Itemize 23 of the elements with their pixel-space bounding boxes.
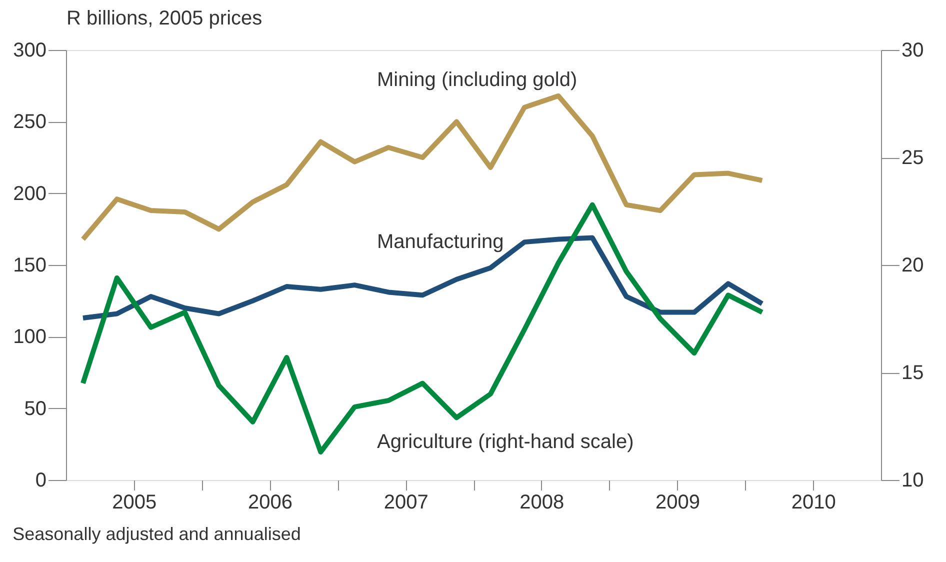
y2-tick-label: 10 <box>902 470 924 492</box>
y2-tick-label: 20 <box>902 254 924 276</box>
y-tick-label: 200 <box>13 182 46 205</box>
y-tick-label: 250 <box>13 111 46 134</box>
y-tick-label: 100 <box>13 326 46 348</box>
text: Seasonally adjusted and annualised <box>12 524 301 544</box>
y2-tick-label: 15 <box>902 362 924 384</box>
series-label: Agriculture (right-hand scale) <box>377 431 634 453</box>
y-tick-label: 300 <box>13 40 46 62</box>
y2-tick-label: 30 <box>902 40 924 62</box>
y-tick-label: 150 <box>13 254 46 276</box>
y-axis-title: R billions, 2005 prices <box>66 8 262 30</box>
x-tick-label: 2008 <box>520 492 564 514</box>
x-tick-label: 2009 <box>656 492 700 514</box>
x-tick-label: 2007 <box>384 492 428 514</box>
x-tick-label: 2005 <box>112 492 157 514</box>
x-tick-label: 2006 <box>248 492 292 514</box>
series-label: Mining (including gold) <box>377 69 578 91</box>
y-tick-label: 0 <box>35 470 46 492</box>
y2-tick-label: 25 <box>902 147 924 169</box>
x-tick-label: 2010 <box>791 492 836 514</box>
y-tick-label: 50 <box>24 398 46 420</box>
series-label: Manufacturing <box>377 231 504 253</box>
